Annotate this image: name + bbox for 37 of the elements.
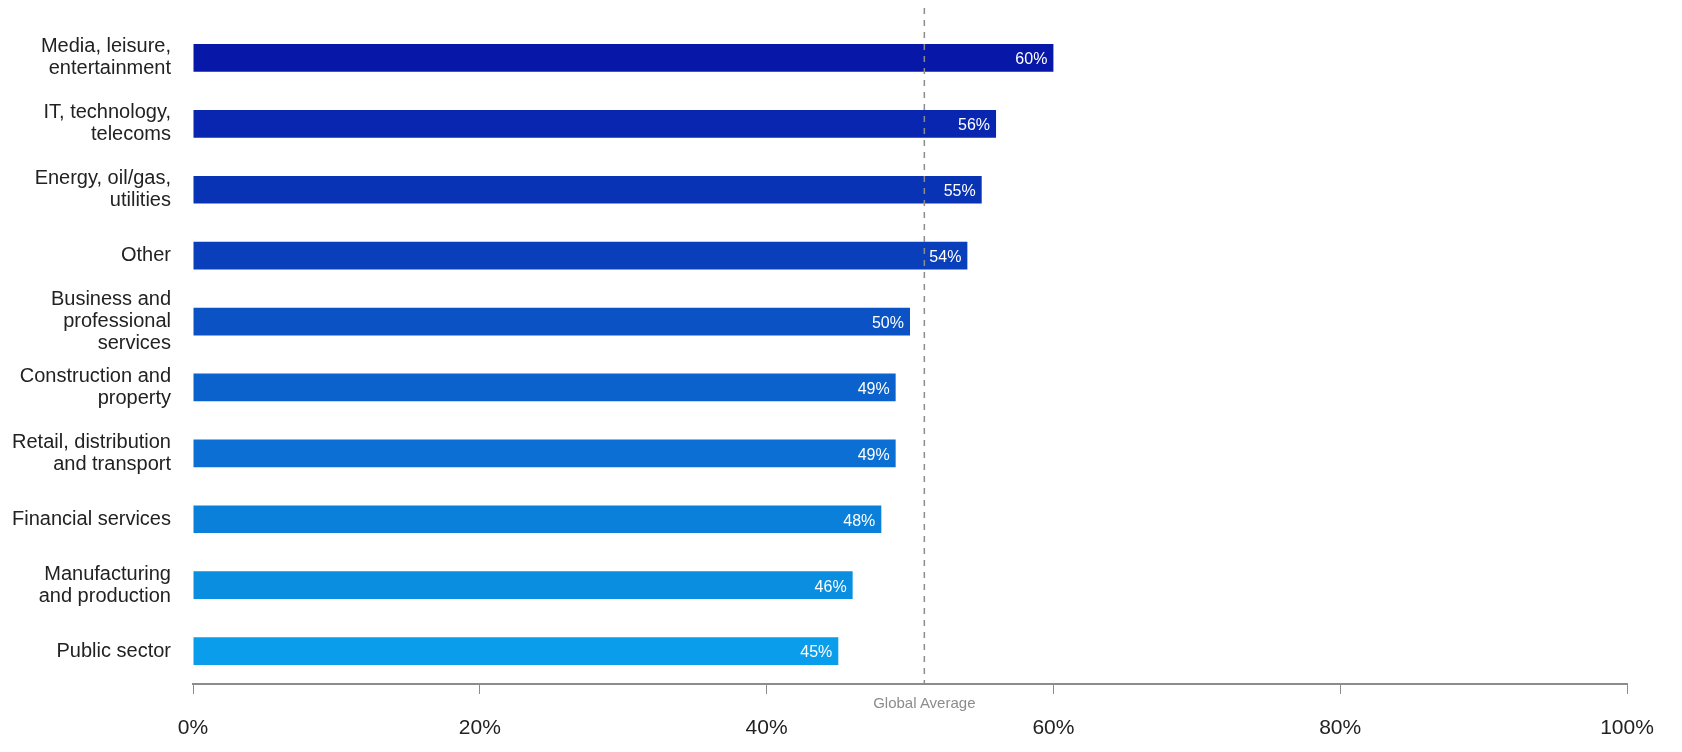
y-tick-label: Energy, oil/gas, utilities [34,166,171,211]
x-tick-label: 0% [177,715,209,739]
y-tick-label: Retail, distribution and transport [12,429,172,474]
ref-line-label: Global Average [873,693,976,711]
x-tick-label: 100% [1600,715,1654,739]
y-tick-label: Other [120,243,172,266]
data-label: 49% [857,445,890,463]
bar [193,505,882,534]
data-label: 60% [1015,50,1048,68]
y-tick-label: Financial services [12,506,171,529]
bar [193,373,896,402]
y-tick-label: Public sector [56,638,172,661]
bar [193,241,968,270]
data-label: 56% [958,116,991,134]
data-label: 49% [857,379,890,397]
data-label: 48% [843,511,876,529]
bar [193,439,896,468]
y-tick-label: Business and professional services [50,287,171,354]
data-label: 46% [814,577,847,595]
y-tick-label: Construction and property [19,363,171,408]
data-label: 50% [871,313,904,331]
data-label: 45% [800,643,833,661]
y-tick-label: IT, technology, telecoms [43,100,171,145]
bar [193,44,1054,72]
bar [193,571,853,599]
x-tick-label: 60% [1032,715,1075,739]
x-tick-label: 80% [1319,715,1362,739]
bar [193,175,982,204]
data-label: 55% [943,182,976,200]
y-tick-label: Manufacturing and production [38,561,171,606]
data-label: 54% [929,248,962,266]
bar [193,110,997,138]
x-tick-label: 20% [458,715,501,739]
bar [193,307,910,336]
bar [193,637,839,665]
y-tick-label: Media, leisure, entertainment [40,34,172,79]
x-tick-label: 40% [745,715,788,739]
